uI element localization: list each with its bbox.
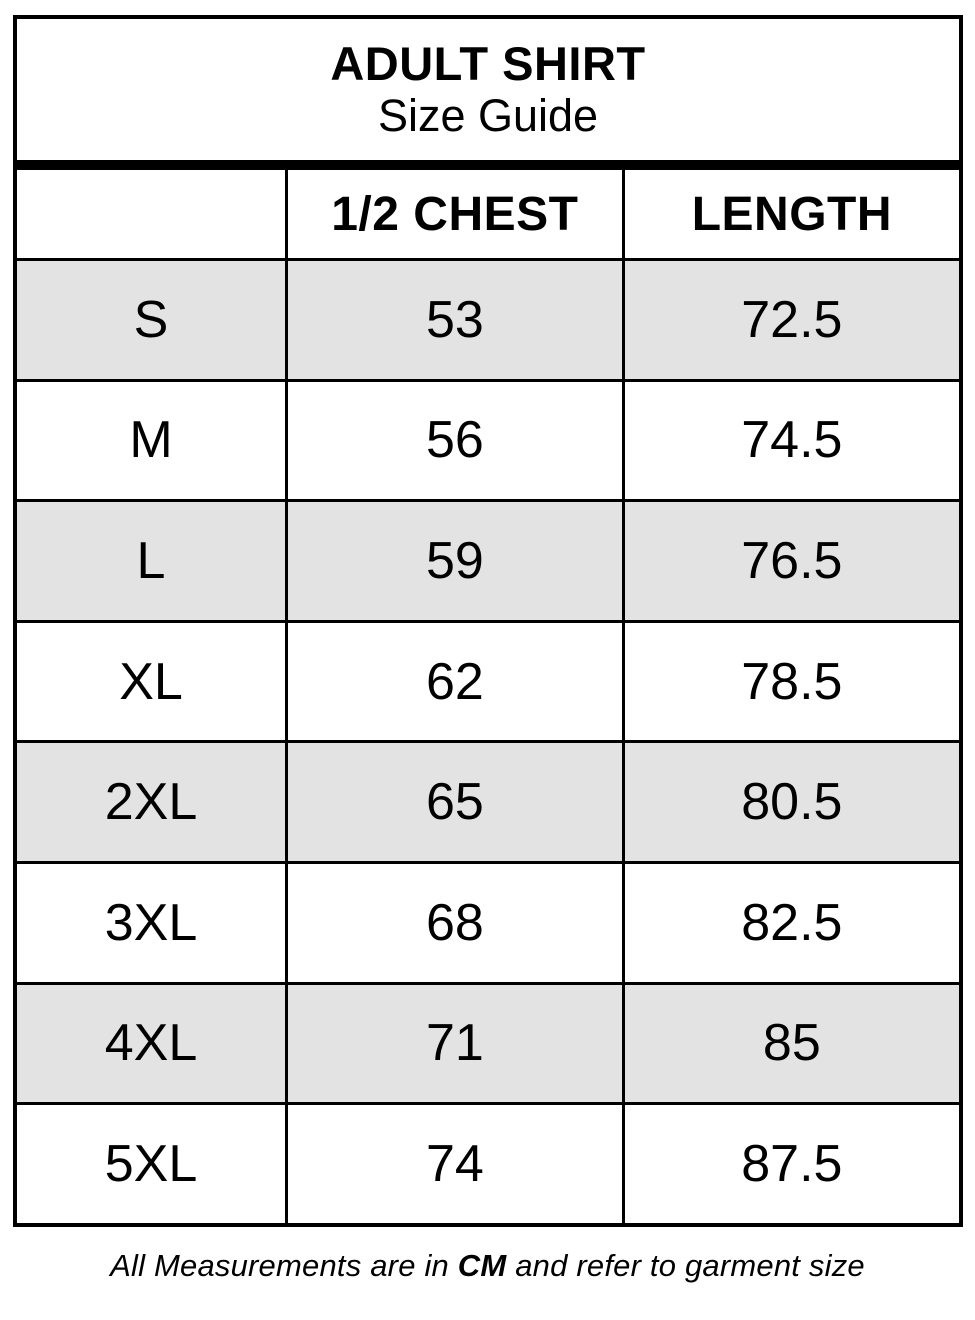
- length-value-l: 76.5: [621, 499, 959, 620]
- half-chest-value-3xl: 68: [284, 860, 622, 982]
- length-value-s: 72.5: [621, 258, 959, 379]
- half-chest-value-m: 56: [284, 378, 622, 500]
- length-value-2xl: 80.5: [621, 740, 959, 861]
- size-label-3xl: 3XL: [17, 860, 285, 982]
- half-chest-value-xl: 62: [284, 619, 622, 741]
- length-value-m: 74.5: [621, 378, 959, 500]
- size-label-xl: XL: [17, 619, 285, 741]
- footer-note: All Measurements are in CM and refer to …: [0, 1248, 975, 1284]
- size-guide-table: ADULT SHIRT Size Guide 1/2 CHEST LENGTH …: [13, 15, 963, 1227]
- half-chest-value-l: 59: [284, 499, 622, 620]
- length-value-5xl: 87.5: [621, 1102, 959, 1223]
- title-line-1: ADULT SHIRT: [330, 36, 646, 90]
- footer-prefix: All Measurements are in: [110, 1248, 458, 1283]
- half-chest-value-2xl: 65: [284, 740, 622, 861]
- length-value-3xl: 82.5: [621, 860, 959, 982]
- half-chest-value-5xl: 74: [284, 1102, 622, 1223]
- column-header-half-chest: 1/2 CHEST: [284, 170, 622, 258]
- size-label-5xl: 5XL: [17, 1102, 285, 1223]
- column-header-blank: [17, 170, 285, 258]
- size-grid: 1/2 CHEST LENGTH S 53 72.5 M 56 74.5 L 5…: [17, 170, 959, 1223]
- footer-unit: CM: [457, 1248, 507, 1283]
- half-chest-value-s: 53: [284, 258, 622, 379]
- length-value-4xl: 85: [621, 981, 959, 1103]
- size-label-m: M: [17, 378, 285, 500]
- title-line-2: Size Guide: [377, 89, 599, 141]
- half-chest-value-4xl: 71: [284, 981, 622, 1103]
- size-label-4xl: 4XL: [17, 981, 285, 1103]
- column-header-length: LENGTH: [621, 170, 959, 258]
- size-label-2xl: 2XL: [17, 740, 285, 861]
- size-label-l: L: [17, 499, 285, 620]
- size-label-s: S: [17, 258, 285, 379]
- table-title: ADULT SHIRT Size Guide: [17, 19, 959, 170]
- length-value-xl: 78.5: [621, 619, 959, 741]
- footer-suffix: and refer to garment size: [506, 1248, 865, 1283]
